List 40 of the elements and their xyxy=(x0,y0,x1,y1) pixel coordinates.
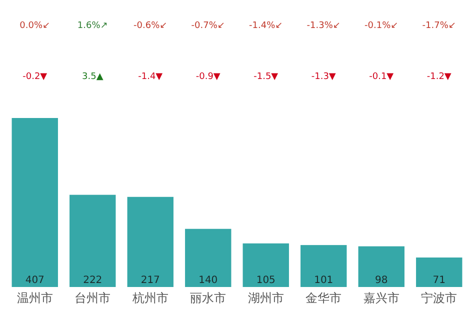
bar xyxy=(127,196,174,287)
text: -1.2▼ xyxy=(426,72,452,82)
x-tick-label: 金华市 xyxy=(306,291,342,305)
bar xyxy=(358,246,404,287)
bar xyxy=(185,228,232,287)
bar xyxy=(416,258,462,287)
x-tick-label: 丽水市 xyxy=(190,291,226,305)
data-label: 98 xyxy=(375,275,388,286)
data-label: 222 xyxy=(83,275,102,286)
x-tick-label: 杭州市 xyxy=(131,291,168,305)
x-tick-label: 温州市 xyxy=(16,291,53,305)
data-label: 105 xyxy=(256,275,276,286)
x-tick-label: 嘉兴市 xyxy=(363,291,400,305)
x-tick-label: 宁波市 xyxy=(421,291,458,305)
text: 3.5▲ xyxy=(82,72,104,82)
text: 0.0%↙ xyxy=(20,21,50,31)
text: -1.4%↙ xyxy=(249,21,283,31)
data-label: 101 xyxy=(314,275,334,286)
x-tick-label: 湖州市 xyxy=(248,291,284,305)
data-label: 71 xyxy=(432,275,446,286)
text: -0.2▼ xyxy=(22,72,48,82)
x-tick-label: 台州市 xyxy=(74,291,111,305)
text: -0.1%↙ xyxy=(364,21,398,31)
bar xyxy=(12,118,58,287)
text: -0.6%↙ xyxy=(134,21,168,31)
data-label: 407 xyxy=(25,275,44,286)
text: -1.5▼ xyxy=(254,72,278,82)
text: 1.6%↗ xyxy=(77,21,108,31)
text: -1.3%↙ xyxy=(306,21,340,31)
data-label: 140 xyxy=(198,275,218,286)
text: -0.9▼ xyxy=(196,72,220,82)
bar xyxy=(242,243,289,287)
data-label: 217 xyxy=(140,275,160,286)
text: -1.4▼ xyxy=(138,72,163,82)
bar xyxy=(70,194,116,287)
text: -1.3▼ xyxy=(311,72,336,82)
text: -0.1▼ xyxy=(369,72,394,82)
text: -1.7%↙ xyxy=(422,21,456,31)
text: -0.7%↙ xyxy=(191,21,225,31)
bar xyxy=(300,245,347,287)
